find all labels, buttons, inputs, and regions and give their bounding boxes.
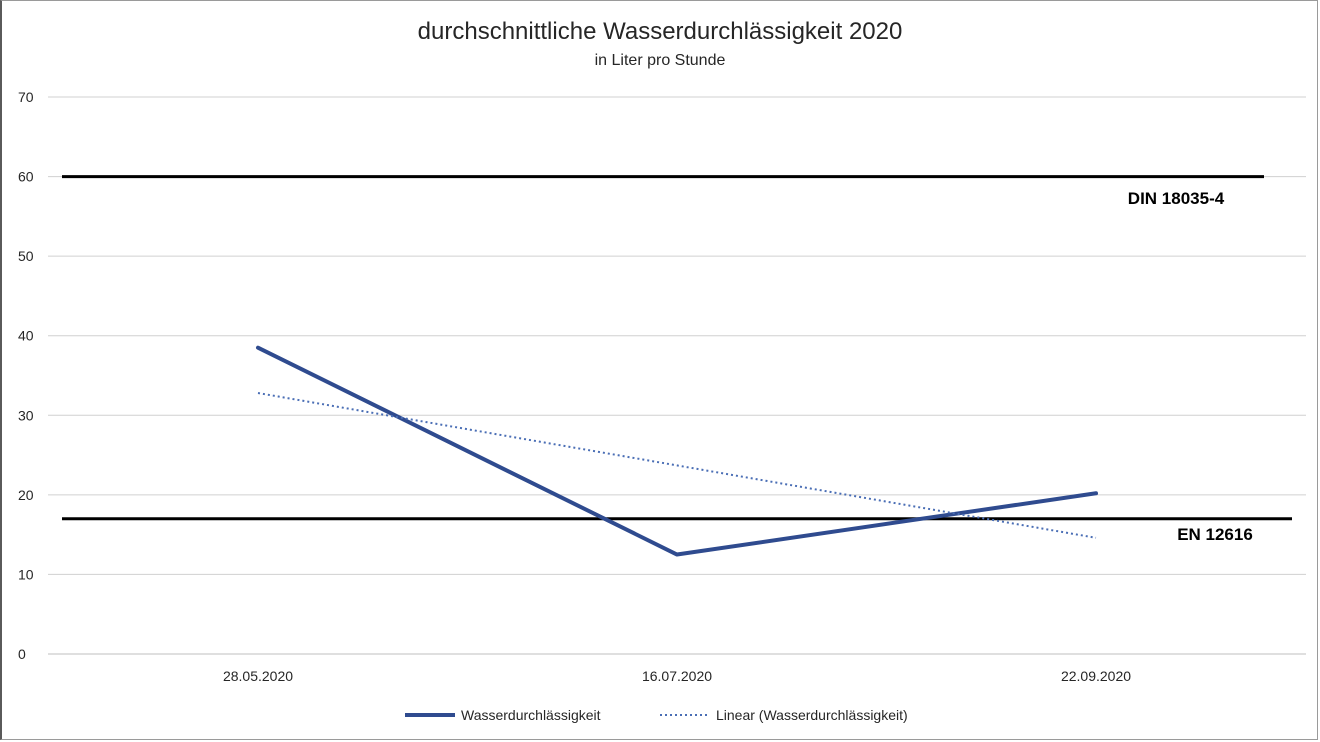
gridlines <box>48 96 1306 655</box>
reference-line-label: EN 12616 <box>1177 525 1253 544</box>
reference-line-label: DIN 18035-4 <box>1128 189 1225 208</box>
y-tick-label: 10 <box>18 566 34 582</box>
series-lines <box>256 345 1098 557</box>
y-tick-label: 0 <box>18 646 26 662</box>
y-tick-label: 70 <box>18 89 34 105</box>
x-tick-label: 22.09.2020 <box>1061 668 1131 684</box>
y-tick-label: 30 <box>18 407 34 423</box>
y-tick-label: 20 <box>18 487 34 503</box>
trendline-series <box>257 392 1097 539</box>
legend-label: Linear (Wasserdurchlässigkeit) <box>716 707 908 723</box>
chart-subtitle: in Liter pro Stunde <box>594 52 726 69</box>
legend: Wasserdurchlässigkeit Linear (Wasserdurch… <box>405 707 908 723</box>
chart-title: durchschnittliche Wasserdurchlässigkeit … <box>417 18 903 45</box>
reference-lines: DIN 18035-4 EN 12616 <box>62 175 1292 544</box>
legend-label: Wasserdurchlässigkeit <box>461 707 601 723</box>
x-tick-label: 28.05.2020 <box>223 668 293 684</box>
data-series-line <box>256 345 1098 557</box>
y-axis-ticks: 0 10 20 30 40 50 60 70 <box>18 89 34 662</box>
y-tick-label: 50 <box>18 248 34 264</box>
y-tick-label: 40 <box>18 328 34 344</box>
y-tick-label: 60 <box>18 169 34 185</box>
x-axis-ticks: 28.05.2020 16.07.2020 22.09.2020 <box>223 668 1131 684</box>
x-tick-label: 16.07.2020 <box>642 668 712 684</box>
